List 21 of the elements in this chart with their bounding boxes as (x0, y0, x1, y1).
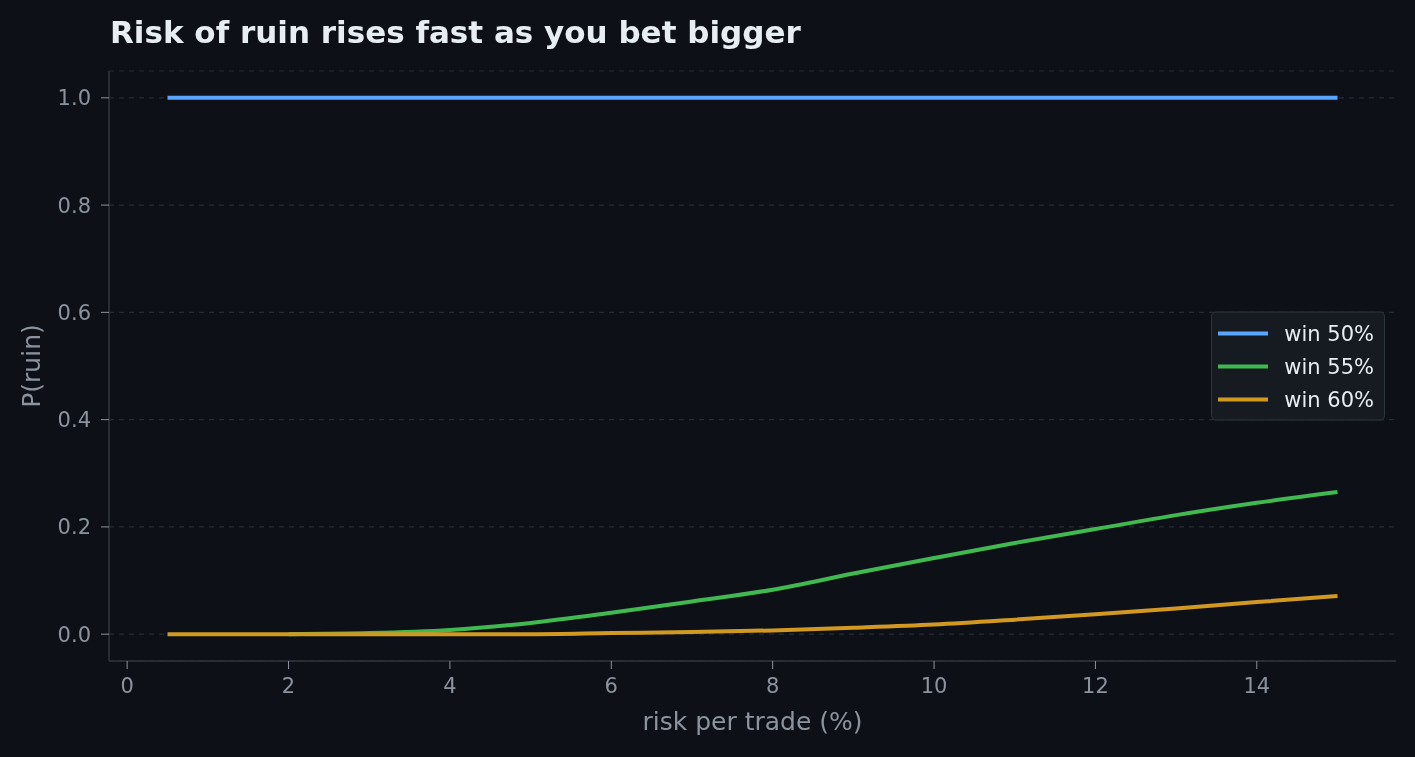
y-tick-label: 0.8 (57, 193, 91, 218)
x-tick-label: 2 (281, 673, 296, 698)
x-axis-title: risk per trade (%) (641, 707, 864, 737)
y-axis-title: P(ruin) (17, 324, 47, 408)
x-tick-label: 0 (120, 673, 134, 698)
line-series (165, 594, 1340, 637)
legend-label: win 60% (1284, 387, 1374, 411)
x-tick-label: 4 (443, 673, 457, 698)
chart-title: Risk of ruin rises fast as you bet bigger (110, 13, 801, 51)
y-tick-label: 0.4 (57, 408, 91, 433)
x-tick-label: 8 (765, 673, 780, 698)
legend-label: win 55% (1284, 354, 1374, 378)
y-tick-label: 0.6 (57, 300, 91, 325)
y-tick-label: 0.0 (57, 622, 91, 647)
x-tick-label: 10 (920, 673, 948, 698)
x-tick-label: 6 (604, 673, 618, 698)
x-tick-label: 14 (1243, 673, 1271, 698)
y-tick-label: 0.2 (57, 515, 91, 540)
y-tick-label: 1.0 (57, 86, 91, 111)
legend-label: win 50% (1284, 321, 1374, 345)
x-tick-label: 12 (1082, 673, 1109, 698)
